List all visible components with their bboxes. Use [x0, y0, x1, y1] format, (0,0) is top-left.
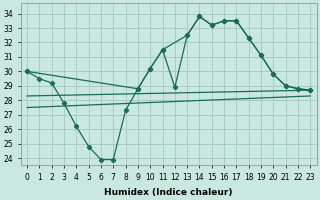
X-axis label: Humidex (Indice chaleur): Humidex (Indice chaleur) — [104, 188, 233, 197]
